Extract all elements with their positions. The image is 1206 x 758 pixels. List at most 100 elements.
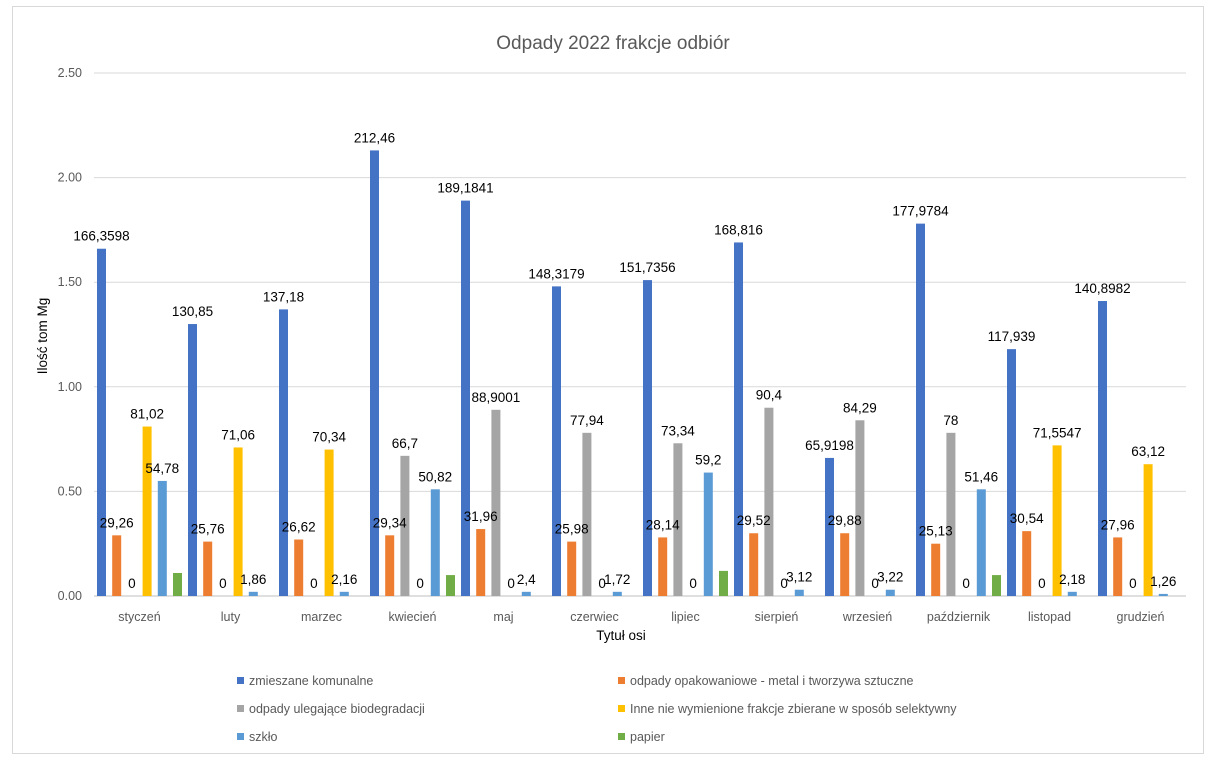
data-label: 0 [416,576,424,591]
legend-label: odpady ulegające biodegradacji [249,702,425,716]
bar [1052,445,1062,596]
x-tick-label: lipiec [671,610,700,624]
data-label: 90,4 [756,388,783,403]
x-tick-label: czerwiec [570,610,619,624]
data-label: 0 [598,576,606,591]
data-label: 2,4 [517,572,536,587]
data-label: 3,12 [786,570,812,585]
legend-label: Inne nie wymienione frakcje zbierane w s… [630,702,957,716]
data-label: 0 [507,576,515,591]
x-tick-label: luty [221,610,241,624]
bar [339,591,349,596]
data-label: 29,88 [828,513,862,528]
bar [734,242,743,596]
chart-title: Odpady 2022 frakcje odbiór [496,33,730,54]
bar [1158,593,1168,596]
chart-frame [12,6,1204,754]
data-label: 59,2 [695,453,721,468]
data-label: 140,8982 [1074,281,1130,296]
data-label: 177,9784 [892,204,949,219]
data-label: 25,13 [919,524,953,539]
bar [567,541,577,596]
legend-swatch [618,733,625,740]
legend-swatch [237,677,244,684]
x-tick-label: maj [493,610,513,624]
data-label: 0 [1129,576,1137,591]
bar [825,457,834,596]
legend-swatch [618,705,625,712]
bar [764,407,774,596]
data-label: 117,939 [988,329,1036,344]
bar [157,480,167,596]
data-label: 0 [310,576,318,591]
bar [992,575,1001,596]
bar [552,286,561,596]
bar [294,539,304,596]
legend-label: szkło [249,730,278,744]
data-label: 65,9198 [805,438,854,453]
bar [1113,537,1123,596]
bar [173,572,182,596]
data-label: 148,3179 [528,266,584,281]
x-tick-label: grudzień [1117,610,1165,624]
bar [749,533,759,596]
bar [233,447,243,596]
bar [1022,531,1032,596]
data-label: 1,72 [604,572,630,587]
data-label: 77,94 [570,413,604,428]
bar [279,309,288,596]
bar [1143,464,1153,596]
bar [97,248,106,596]
bar [491,409,501,596]
data-label: 54,78 [145,461,179,476]
bar [1007,349,1016,596]
data-label: 212,46 [354,130,395,145]
data-label: 0 [780,576,788,591]
bar [188,324,197,596]
data-label: 151,7356 [619,260,675,275]
bar [976,489,986,596]
bar [370,150,379,597]
data-label: 50,82 [418,469,452,484]
bar [430,489,440,596]
data-label: 25,98 [555,522,589,537]
bar [703,472,713,596]
data-label: 0 [689,576,697,591]
data-label: 71,06 [221,427,255,442]
data-label: 25,76 [191,522,225,537]
bar [1067,591,1077,596]
bar [203,541,213,596]
bar [612,591,622,596]
y-axis-title: Ilość tom Mg [35,298,50,375]
data-label: 81,02 [130,407,164,422]
data-label: 28,14 [646,517,680,532]
x-tick-label: kwiecień [389,610,437,624]
y-tick-label: 1.00 [58,380,82,394]
x-tick-label: wrzesień [842,610,892,624]
bar [385,535,395,596]
bar [946,432,956,596]
data-label: 30,54 [1010,511,1044,526]
data-label: 2,16 [331,572,357,587]
data-label: 189,1841 [437,181,493,196]
data-label: 0 [128,576,136,591]
bar [931,543,941,596]
bar [476,529,486,596]
x-tick-label: styczeń [118,610,160,624]
x-tick-label: marzec [301,610,342,624]
y-tick-label: 2.00 [58,171,82,185]
bar [400,455,410,596]
x-tick-label: listopad [1028,610,1071,624]
y-tick-label: 0.50 [58,484,82,498]
data-label: 29,52 [737,513,771,528]
bar [916,223,925,596]
data-label: 0 [219,576,227,591]
data-label: 3,22 [877,570,903,585]
bar [521,591,531,596]
data-label: 1,26 [1150,574,1176,589]
data-label: 73,34 [661,423,695,438]
data-label: 0 [1038,576,1046,591]
data-label: 88,9001 [471,390,520,405]
data-label: 27,96 [1101,517,1135,532]
